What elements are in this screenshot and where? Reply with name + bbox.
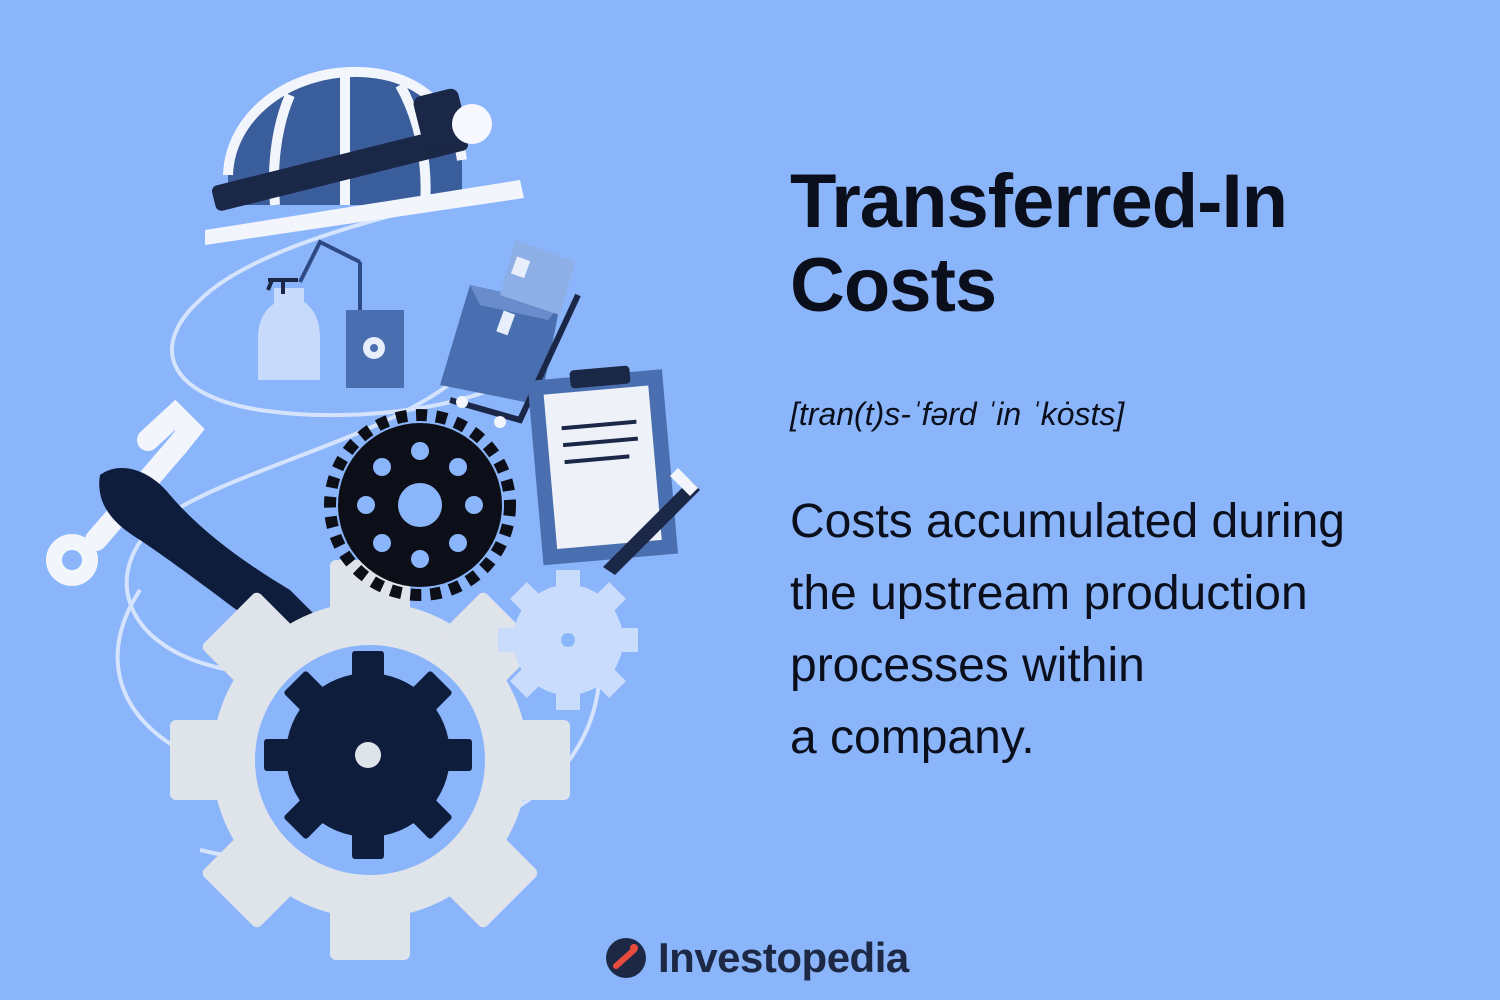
headline: Transferred-In Costs bbox=[790, 160, 1470, 328]
hand-truck-boxes-icon bbox=[440, 240, 581, 428]
wrench-hand-icon bbox=[46, 399, 315, 635]
definition-line-4: a company. bbox=[790, 711, 1035, 764]
headline-line-2: Costs bbox=[790, 243, 997, 328]
definition-line-1: Costs accumulated during bbox=[790, 495, 1345, 548]
brand-name: Investopedia bbox=[658, 934, 909, 981]
definition-line-2: the upstream production bbox=[790, 567, 1308, 620]
definition-text: Costs accumulated during the upstream pr… bbox=[790, 486, 1450, 774]
definition-panel: Transferred-In Costs [tran(t)s-ˈfərd ˈin… bbox=[790, 160, 1470, 774]
light-gear-icon bbox=[498, 570, 638, 710]
headline-line-1: Transferred-In bbox=[790, 159, 1288, 244]
definition-line-3: processes within bbox=[790, 639, 1145, 692]
dark-gear-icon bbox=[264, 651, 472, 859]
pen-icon bbox=[603, 468, 700, 575]
investopedia-logo-icon bbox=[606, 938, 646, 978]
hard-hat-icon bbox=[205, 66, 524, 245]
spray-bottle-icon bbox=[258, 239, 361, 380]
black-gear-icon bbox=[324, 409, 516, 601]
clipboard-icon bbox=[527, 365, 679, 566]
illustration bbox=[46, 66, 700, 960]
brand-logo: Investopedia bbox=[604, 932, 909, 984]
gear-tag-icon bbox=[346, 262, 404, 388]
pronunciation: [tran(t)s-ˈfərd ˈin ˈkȯsts] bbox=[790, 396, 1125, 432]
